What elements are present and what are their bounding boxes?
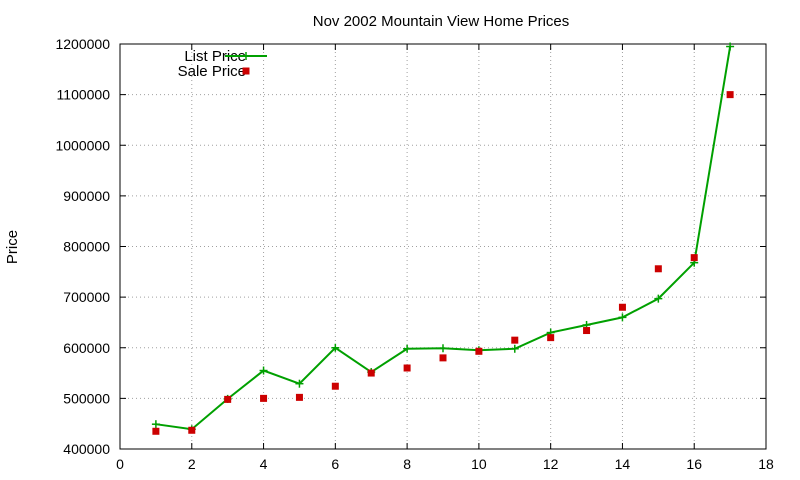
y-tick-label: 600000 xyxy=(63,340,110,356)
point-sale-price xyxy=(260,394,268,402)
point-list-price xyxy=(654,294,663,303)
grid xyxy=(120,44,766,449)
point-sale-price xyxy=(295,393,303,401)
x-tick-label: 18 xyxy=(758,456,774,472)
x-tick-label: 0 xyxy=(116,456,124,472)
point-list-price xyxy=(403,344,412,353)
point-list-price xyxy=(618,313,627,322)
point-sale-price xyxy=(511,336,519,344)
y-tick-label: 500000 xyxy=(63,390,110,406)
point-list-price xyxy=(151,420,160,429)
point-sale-price xyxy=(690,254,698,262)
x-tick-label: 6 xyxy=(331,456,339,472)
x-tick-label: 14 xyxy=(615,456,631,472)
legend-marker-list-price xyxy=(242,52,250,60)
point-sale-price xyxy=(726,91,734,99)
x-tick-label: 4 xyxy=(260,456,268,472)
point-sale-price xyxy=(475,347,483,355)
point-list-price xyxy=(295,379,304,388)
y-tick-label: 400000 xyxy=(63,441,110,457)
y-tick-label: 1000000 xyxy=(55,137,110,153)
y-tick-label: 1100000 xyxy=(57,87,111,103)
point-sale-price xyxy=(547,334,555,342)
point-list-price xyxy=(259,366,268,375)
x-tick-label: 10 xyxy=(471,456,487,472)
point-sale-price xyxy=(618,303,626,311)
legend: List Price Sale Price xyxy=(178,48,267,80)
x-tick-label: 8 xyxy=(403,456,411,472)
point-list-price xyxy=(726,42,735,51)
point-sale-price xyxy=(152,427,160,435)
point-list-price xyxy=(439,344,447,353)
y-axis-label: Price xyxy=(4,230,21,264)
y-tick-label: 700000 xyxy=(63,289,110,305)
point-sale-price xyxy=(583,327,591,335)
x-tick-label: 2 xyxy=(188,456,196,472)
point-sale-price xyxy=(188,426,196,434)
legend-marker-sale-price xyxy=(242,67,250,75)
series-line-list-price xyxy=(155,46,732,431)
point-sale-price xyxy=(331,382,339,390)
legend-label-list-price: List Price xyxy=(184,48,246,65)
point-list-price xyxy=(331,343,340,352)
chart-title: Nov 2002 Mountain View Home Prices xyxy=(313,13,570,30)
point-sale-price xyxy=(439,354,447,362)
plot-area xyxy=(151,42,735,435)
point-sale-price xyxy=(224,395,232,403)
y-tick-label: 1200000 xyxy=(55,36,110,52)
x-axis-ticks: 0 2 4 6 8 10 12 14 16 18 xyxy=(116,44,774,472)
point-sale-price xyxy=(654,265,662,273)
legend-label-sale-price: Sale Price xyxy=(178,63,246,80)
y-tick-label: 800000 xyxy=(63,239,110,255)
point-sale-price xyxy=(367,369,375,377)
x-tick-label: 12 xyxy=(543,456,559,472)
x-tick-label: 16 xyxy=(686,456,702,472)
y-tick-label: 900000 xyxy=(63,188,110,204)
y-axis-ticks: 400000 500000 600000 700000 800000 900000 1000… xyxy=(55,36,766,457)
point-sale-price xyxy=(403,364,411,372)
point-list-price xyxy=(510,344,519,353)
